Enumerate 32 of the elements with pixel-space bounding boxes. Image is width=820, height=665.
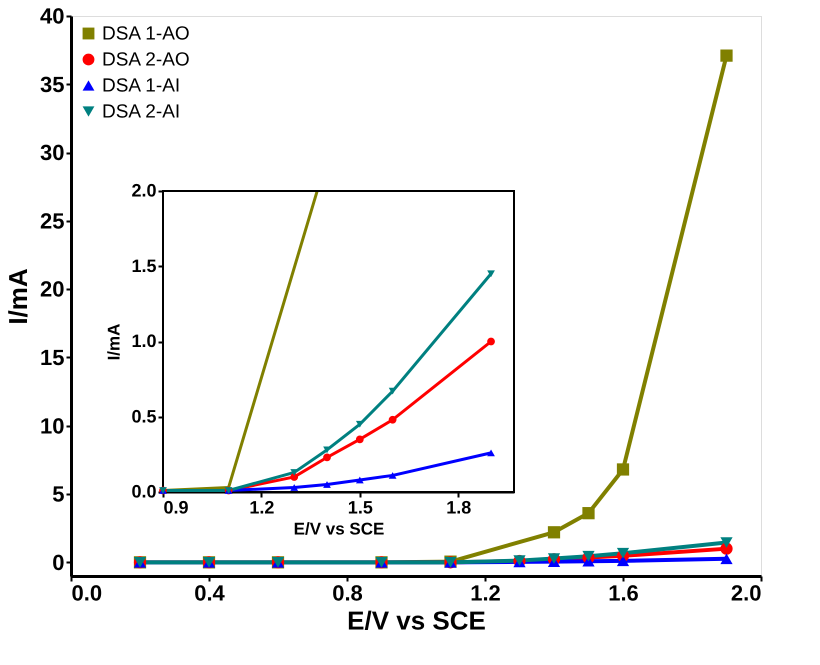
y-axis-title: I/mA bbox=[104, 324, 124, 360]
x-tick-label: 2.0 bbox=[730, 580, 762, 606]
y-tick-label: 1.0 bbox=[131, 331, 156, 351]
y-tick-label: 15 bbox=[40, 344, 64, 370]
y-axis-title: I/mA bbox=[3, 268, 34, 325]
legend-label: DSA 1-AO bbox=[102, 24, 190, 44]
x-axis-title: E/V vs SCE bbox=[294, 520, 384, 538]
y-tick-label: 10 bbox=[40, 413, 64, 438]
x-tick-label: 1.8 bbox=[446, 498, 472, 518]
x-tick-label: 0.4 bbox=[194, 580, 226, 606]
y-tick-label: 2.0 bbox=[131, 180, 156, 200]
y-tick-label: 25 bbox=[40, 208, 64, 234]
x-tick-label: 0.0 bbox=[72, 580, 102, 606]
legend-label: DSA 1-AI bbox=[102, 76, 180, 96]
legend-label: DSA 2-AO bbox=[102, 50, 190, 70]
y-tick-label: 0.5 bbox=[131, 406, 156, 426]
x-tick-label: 0.8 bbox=[332, 580, 363, 606]
x-tick-label: 1.6 bbox=[608, 580, 639, 606]
y-tick-label: 40 bbox=[40, 4, 64, 28]
y-tick-label: 1.5 bbox=[131, 256, 156, 276]
x-tick-label: 1.2 bbox=[470, 580, 501, 606]
x-tick-label: 0.9 bbox=[164, 498, 189, 518]
y-tick-label: 5 bbox=[52, 482, 64, 507]
y-tick-label: 35 bbox=[40, 72, 64, 97]
x-tick-label: 1.5 bbox=[348, 498, 373, 518]
y-tick-label: 30 bbox=[40, 140, 64, 166]
legend-label: DSA 2-AI bbox=[102, 102, 180, 122]
y-tick-label: 0 bbox=[52, 550, 64, 575]
x-axis-title: E/V vs SCE bbox=[347, 606, 486, 636]
x-tick-label: 1.2 bbox=[249, 498, 274, 518]
y-tick-label: 20 bbox=[40, 276, 64, 302]
y-tick-label: 0.0 bbox=[131, 482, 156, 502]
